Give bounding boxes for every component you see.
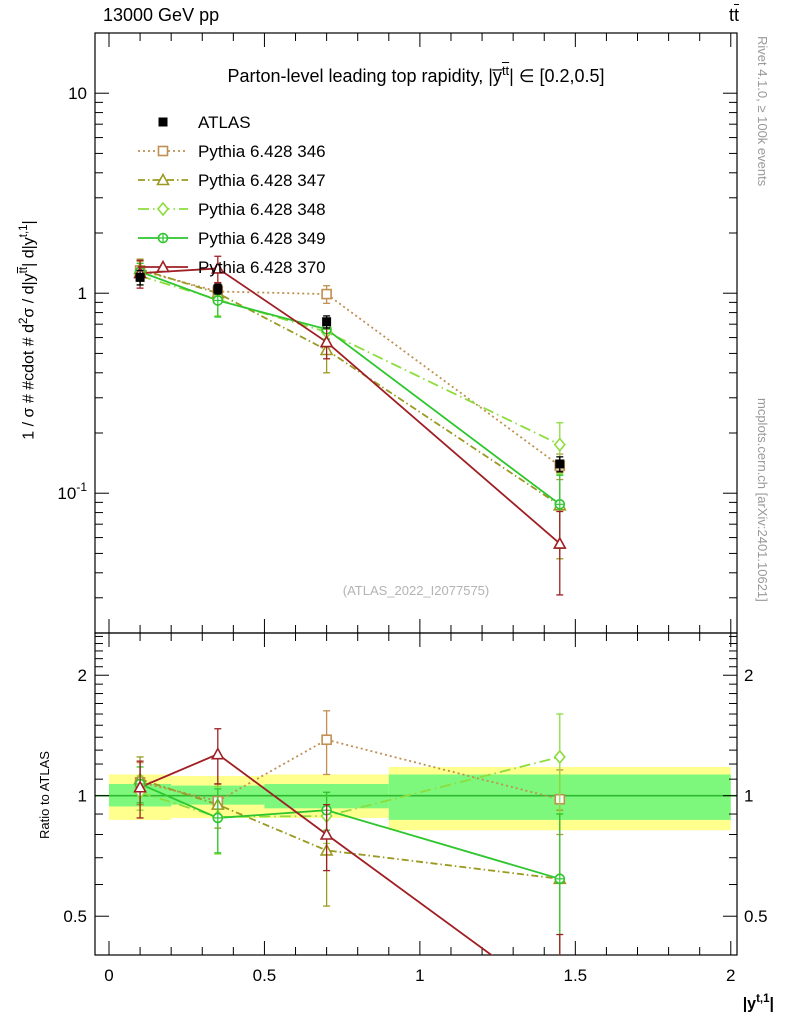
svg-text:0.5: 0.5 xyxy=(253,966,277,985)
legend-label: Pythia 6.428 346 xyxy=(198,142,326,161)
plot-title: Parton-level leading top rapidity, |y̅tt… xyxy=(227,63,605,86)
series-ratio-line xyxy=(139,756,561,818)
legend-label: ATLAS xyxy=(198,113,251,132)
analysis-watermark: (ATLAS_2022_I2077575) xyxy=(342,583,490,598)
legend-item: ATLAS xyxy=(158,113,251,132)
series-ratio-line xyxy=(139,783,561,880)
series-ratio-line xyxy=(139,778,560,880)
svg-text:0: 0 xyxy=(104,966,113,985)
svg-text:1: 1 xyxy=(744,787,753,806)
ratio-uncertainty-bands xyxy=(95,766,737,831)
axis-tick-labels: 10 1 10-1 2 2 1 1 0.5 0.5 0 0.5 1 1.5 2 xyxy=(57,84,767,985)
svg-text:10: 10 xyxy=(68,84,87,103)
axes-frame xyxy=(94,32,738,956)
svg-text:2: 2 xyxy=(78,666,87,685)
legend-item: Pythia 6.428 347 xyxy=(138,171,326,190)
svg-text:0.5: 0.5 xyxy=(63,907,87,926)
legend: ATLAS Pythia 6.428 346 Pythia 6.428 347 Pyt… xyxy=(138,113,326,277)
series-line xyxy=(139,269,561,467)
legend-item: Pythia 6.428 349 xyxy=(138,229,326,248)
svg-text:1: 1 xyxy=(78,787,87,806)
svg-text:1: 1 xyxy=(415,966,424,985)
ratio-y-axis-label: Ratio to ATLAS xyxy=(37,751,52,839)
legend-label: Pythia 6.428 349 xyxy=(198,229,326,248)
beam-energy-label: 13000 GeV pp xyxy=(103,5,220,25)
main-series xyxy=(133,255,567,596)
x-axis-label: |yt,1| xyxy=(742,993,774,1013)
series-line xyxy=(139,268,561,507)
mcplots-citation-label: mcplots.cern.ch [arXiv:2401.10621] xyxy=(755,398,770,602)
legend-item: Pythia 6.428 348 xyxy=(138,200,326,219)
series-ratio-line xyxy=(139,753,493,955)
axis-ticks xyxy=(95,33,737,955)
svg-text:2: 2 xyxy=(726,966,735,985)
svg-text:2: 2 xyxy=(744,666,753,685)
legend-item: Pythia 6.428 346 xyxy=(138,142,326,161)
legend-label: Pythia 6.428 370 xyxy=(198,258,326,277)
svg-text:10-1: 10-1 xyxy=(57,480,87,503)
legend-label: Pythia 6.428 347 xyxy=(198,171,326,190)
series-line xyxy=(140,267,561,545)
process-label: tt xyxy=(728,5,739,25)
svg-text:1: 1 xyxy=(78,284,87,303)
series-ratio-line xyxy=(139,738,561,802)
svg-text:1.5: 1.5 xyxy=(564,966,588,985)
series-line xyxy=(139,270,561,506)
rivet-version-label: Rivet 4.1.0, ≥ 100k events xyxy=(755,36,770,187)
legend-label: Pythia 6.428 348 xyxy=(198,200,326,219)
svg-text:0.5: 0.5 xyxy=(744,907,768,926)
main-y-axis-label: 1 / σ # #cdot # d2σ / d|ytt| d|yt,1| xyxy=(18,220,38,440)
legend-item: Pythia 6.428 370 xyxy=(138,258,326,277)
ratio-series xyxy=(133,710,567,955)
